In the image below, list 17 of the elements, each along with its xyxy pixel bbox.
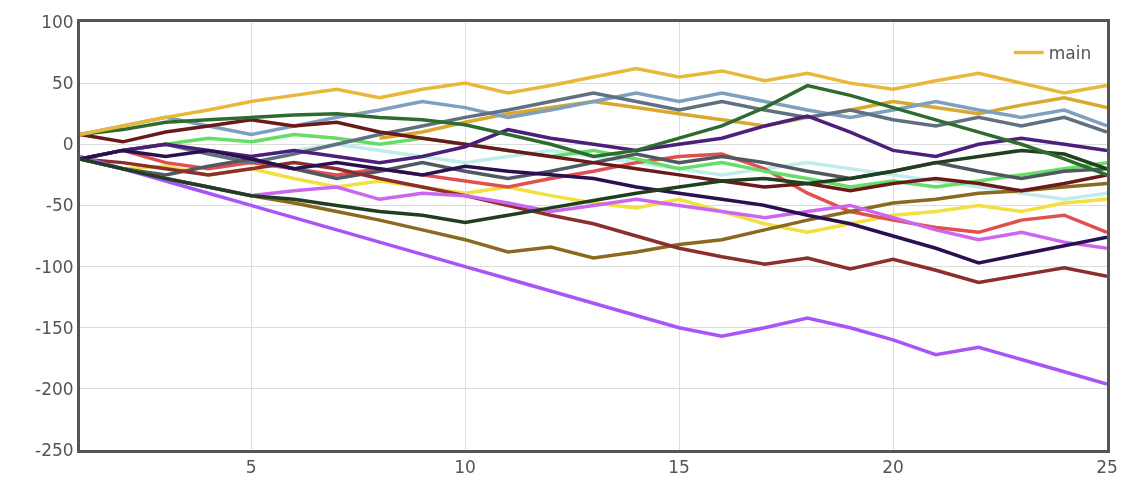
legend-label: main (1048, 43, 1092, 64)
y-tick-label: 100 (41, 11, 74, 32)
x-tick-label: 5 (245, 457, 257, 478)
x-tick-label: 20 (882, 457, 904, 478)
line-series (80, 154, 1107, 386)
line-series (80, 66, 1107, 137)
y-tick-label: -200 (35, 378, 74, 399)
y-tick-label: -150 (35, 317, 74, 338)
line-series (80, 118, 1107, 193)
y-tick-label: 50 (51, 73, 74, 94)
x-tick-label: 15 (668, 457, 690, 478)
y-tick-label: -50 (45, 195, 74, 216)
y-tick-label: -250 (35, 439, 74, 460)
x-tick-label: 10 (454, 457, 476, 478)
y-tick-label: 0 (62, 134, 74, 155)
y-tick-label: -100 (35, 256, 74, 277)
x-tick-label: 25 (1096, 457, 1118, 478)
